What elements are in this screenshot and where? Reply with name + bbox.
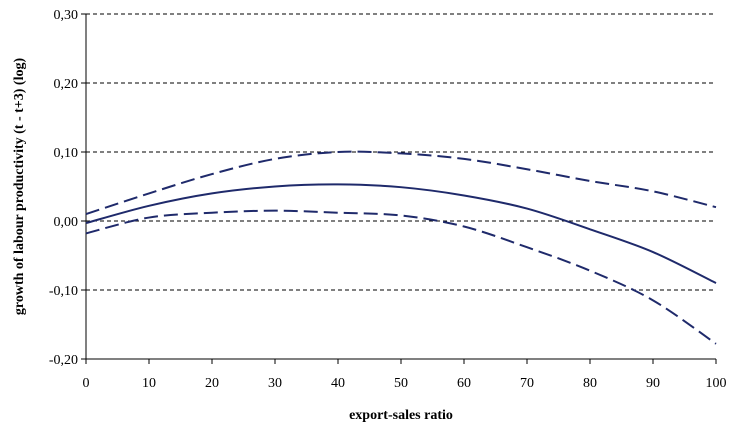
x-tick-label: 90 [646,376,660,391]
lower-bound-line [86,211,716,344]
x-tick-label: 60 [457,376,471,391]
y-tick-label: 0,00 [54,215,79,230]
y-tick-label: -0,20 [49,353,78,368]
y-axis-title: growth of labour productivity (t - t+3) … [12,58,27,316]
x-axis-title: export-sales ratio [349,408,453,423]
x-tick-label: 30 [268,376,282,391]
tick-labels: -0,20 -0,10 0,00 0,10 0,20 0,30 0 10 20 30 40 50 60 7… [49,8,727,391]
y-tick-label: 0,20 [54,77,79,92]
x-tick-label: 80 [583,376,597,391]
estimate-line [86,184,716,283]
x-tick-label: 0 [83,376,90,391]
series-lines [86,152,716,344]
upper-bound-line [86,152,716,214]
x-tick-label: 70 [520,376,534,391]
x-tick-label: 100 [706,376,727,391]
y-tick-label: -0,10 [49,284,78,299]
y-tick-label: 0,10 [54,146,79,161]
x-tick-label: 20 [205,376,219,391]
x-tick-label: 10 [142,376,156,391]
y-tick-label: 0,30 [54,8,79,23]
x-tick-label: 50 [394,376,408,391]
gridlines [86,14,716,290]
x-tick-label: 40 [331,376,345,391]
axes [81,14,716,364]
